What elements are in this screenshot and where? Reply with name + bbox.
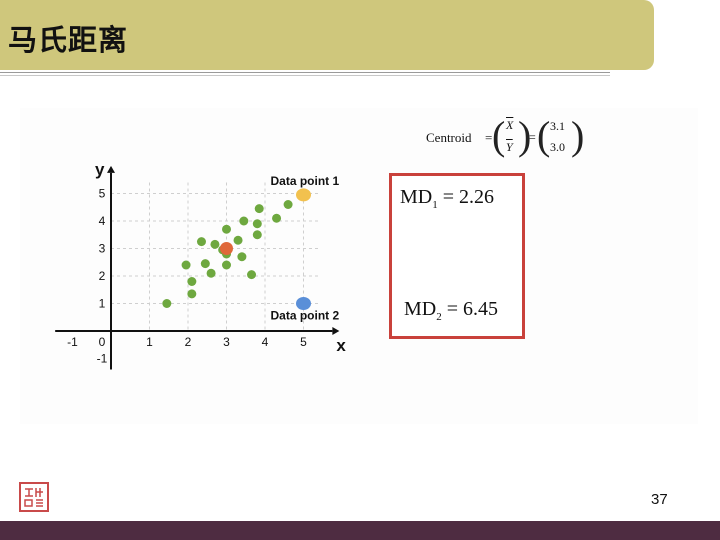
data-point	[187, 289, 197, 299]
data-point	[254, 204, 264, 214]
x-tick-label: 3	[223, 335, 230, 349]
centroid-y-value: 3.0	[550, 140, 565, 154]
md2-label: MD	[404, 298, 437, 320]
y-tick-label: 4	[99, 214, 106, 228]
y-axis-label: y	[95, 160, 105, 179]
title-bar	[0, 0, 654, 70]
seal-logo-icon	[19, 482, 49, 512]
data-point	[196, 237, 206, 247]
md-results-box: MD1 = 2.26 MD2 = 6.45	[389, 173, 525, 339]
md2-formula: MD2 = 6.45	[404, 298, 498, 323]
x-axis-label: x	[336, 336, 346, 355]
data-point-2	[296, 297, 311, 310]
data-point	[252, 219, 262, 229]
data-point	[187, 277, 197, 286]
data-point	[222, 224, 231, 234]
data-point-1-label: Data point 1	[271, 174, 340, 188]
y-bar-symbol: Y	[506, 140, 513, 154]
centroid-equals: =	[485, 130, 493, 145]
centroid-label: Centroid	[426, 130, 472, 145]
md2-value: = 6.45	[446, 298, 499, 320]
data-point	[162, 299, 172, 308]
paren-left-icon: (	[492, 113, 506, 158]
paren-right-icon-2: )	[571, 113, 585, 158]
y-tick-label: 2	[99, 269, 106, 283]
data-point	[252, 230, 262, 240]
md2-subscript: 2	[436, 311, 442, 323]
y-tick-label: 3	[99, 242, 106, 256]
bottom-bar	[0, 521, 720, 540]
data-point	[247, 270, 257, 280]
data-point	[181, 260, 191, 270]
data-point	[200, 259, 210, 269]
x-tick-label: 4	[262, 335, 269, 349]
x-tick-label: 1	[146, 335, 153, 349]
slide-title: 马氏距离	[8, 23, 129, 57]
figure-panel: -1 0 1 2 3 4 5 -1 1 2 3 4 5 x y Data point 1 Data point …	[20, 108, 698, 424]
page-number: 37	[651, 491, 668, 508]
data-point	[222, 260, 231, 270]
data-point	[283, 200, 293, 209]
data-point	[206, 268, 216, 278]
scatter-plot: -1 0 1 2 3 4 5 -1 1 2 3 4 5 x y Data point 1 Data point …	[55, 160, 346, 370]
title-underline	[0, 72, 610, 73]
paren-left-icon-2: (	[537, 113, 551, 158]
y-tick-label: 5	[99, 187, 106, 201]
md1-subscript: 1	[432, 199, 438, 211]
data-point	[210, 239, 220, 249]
x-tick-label: 5	[300, 335, 307, 349]
y-axis-arrow-icon	[107, 165, 115, 173]
data-point-1	[296, 188, 311, 202]
centroid-x-value: 3.1	[550, 119, 565, 133]
data-point	[233, 235, 243, 245]
y-tick-label: -1	[97, 352, 108, 366]
md1-label: MD	[400, 186, 433, 208]
data-point-2-label: Data point 2	[271, 309, 340, 323]
md1-value: = 2.26	[442, 186, 495, 208]
x-tick-label: 2	[185, 335, 192, 349]
y-tick-label: 1	[99, 297, 106, 311]
title-underline-secondary	[0, 75, 610, 76]
data-point	[272, 213, 282, 223]
centroid-formula: Centroid = ( X Y ) = ( 3.1 3.0 )	[426, 113, 586, 162]
x-tick-label: 0	[99, 335, 106, 349]
paren-right-icon: )	[518, 113, 532, 158]
x-axis-arrow-icon	[332, 327, 340, 335]
md1-formula: MD1 = 2.26	[400, 186, 494, 211]
x-bar-symbol: X	[506, 118, 514, 132]
data-point	[239, 216, 249, 226]
x-tick-label: -1	[67, 335, 78, 349]
centroid-point	[220, 242, 233, 255]
centroid-equals-2: =	[529, 130, 536, 144]
data-point	[237, 252, 247, 262]
